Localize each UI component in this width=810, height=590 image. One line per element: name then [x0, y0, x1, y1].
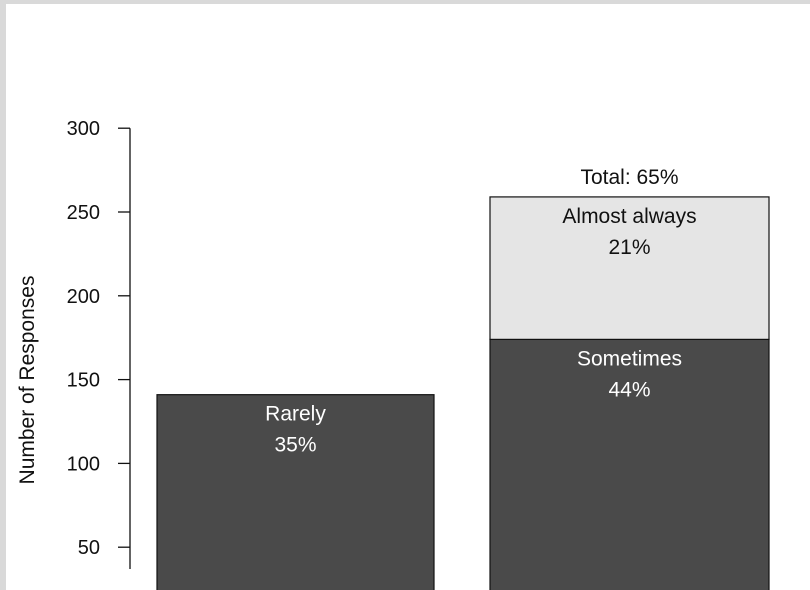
segment-label: Sometimes	[577, 347, 682, 370]
frame-border-top	[0, 0, 810, 4]
y-tick-label: 300	[67, 118, 100, 140]
bar-total-label: Total: 65%	[580, 166, 678, 189]
y-axis: 50 100 150 200 250 300	[67, 118, 131, 569]
y-tick-label: 200	[67, 286, 100, 308]
bars	[156, 196, 770, 590]
y-tick-label: 50	[78, 537, 100, 559]
y-axis-title: Number of Responses	[16, 276, 39, 485]
bar-segment-rarely	[156, 394, 435, 590]
bar-segment-sometimes	[489, 338, 770, 590]
y-tick-label: 250	[67, 202, 100, 224]
segment-percent: 35%	[274, 434, 316, 457]
segment-label: Almost always	[562, 205, 696, 228]
y-tick-label: 100	[67, 453, 100, 475]
segment-percent: 44%	[608, 378, 650, 401]
y-tick-label: 150	[67, 370, 100, 392]
frame-border-left	[0, 0, 6, 590]
bar-segment-almost-always	[489, 196, 770, 340]
segment-percent: 21%	[608, 236, 650, 259]
bar-labels: Rarely 35% Sometimes 44% Almost always 21% Tot…	[265, 166, 696, 457]
segment-label: Rarely	[265, 403, 326, 426]
